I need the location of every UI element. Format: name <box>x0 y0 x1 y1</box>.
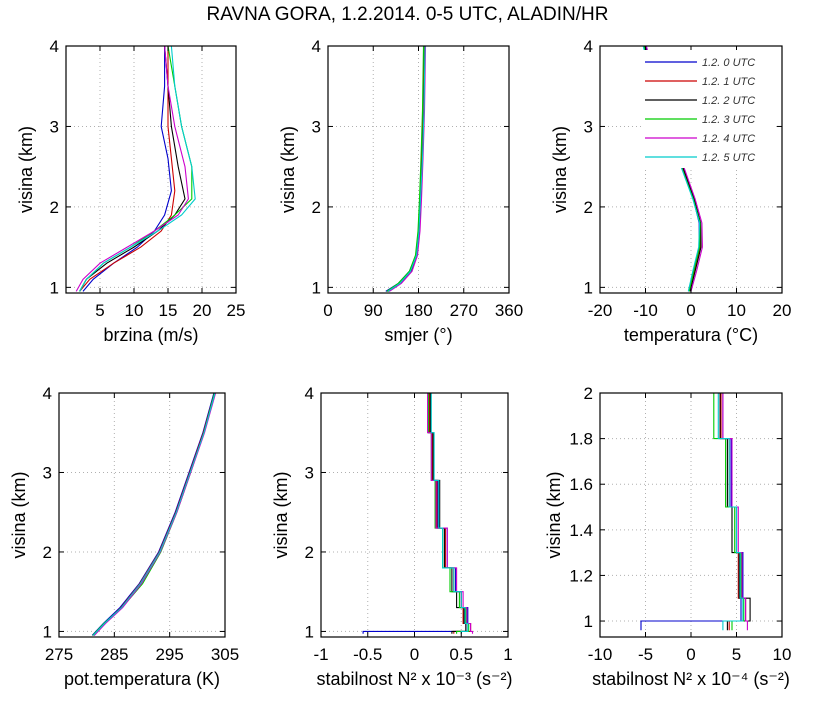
series-line-1-2-5-utc <box>79 45 196 292</box>
x-tick-label: 10 <box>727 301 746 320</box>
y-tick-label: 2 <box>584 384 593 403</box>
x-tick-label: 0 <box>686 301 695 320</box>
x-tick-label: 25 <box>227 301 246 320</box>
x-tick-label: -10 <box>588 645 613 664</box>
y-tick-label: 1 <box>43 622 52 641</box>
plot-area <box>66 46 236 293</box>
x-tick-label: 275 <box>45 645 73 664</box>
panel-1: 5 10 15 20 25 1 2 3 4 visina (km) brzina (m/s) <box>16 37 245 345</box>
y-axis-label: visina (km) <box>278 126 298 213</box>
y-tick-label: 1 <box>305 622 314 641</box>
y-tick-label: 1.2 <box>569 566 593 585</box>
x-tick-label: 5 <box>732 645 741 664</box>
x-axis-label: stabilnost N² x 10⁻³ (s⁻²) <box>316 669 512 689</box>
y-axis-label: visina (km) <box>544 471 564 558</box>
panel-2: 0 90 180 270 360 1 2 3 4 visina (km) smjer (°) <box>278 37 523 345</box>
series-line-1-2-0-utc <box>82 46 172 292</box>
panel-5: -1 -0.5 0 0.5 1 1 2 3 4 visina (km) stabilnost N² … <box>271 384 513 689</box>
y-tick-label: 4 <box>584 37 593 56</box>
x-tick-label: 15 <box>159 301 178 320</box>
y-tick-label: 2 <box>305 543 314 562</box>
x-tick-label: -10 <box>633 301 658 320</box>
y-tick-label: 3 <box>584 117 593 136</box>
y-axis-label: visina (km) <box>271 471 291 558</box>
y-tick-label: 1 <box>584 278 593 297</box>
x-axis-label: pot.temperatura (K) <box>64 669 220 689</box>
y-tick-label: 3 <box>43 463 52 482</box>
y-axis-label: visina (km) <box>550 126 570 213</box>
x-tick-label: 360 <box>495 301 523 320</box>
x-tick-label: -5 <box>638 645 653 664</box>
panel-4: 275 285 295 305 1 2 3 4 visina (km) pot.temperatu… <box>9 384 239 689</box>
axes-frame <box>65 45 237 294</box>
x-tick-label: 20 <box>773 301 792 320</box>
figure-title: RAVNA GORA, 1.2.2014. 0-5 UTC, ALADIN/HR <box>206 4 609 25</box>
x-tick-label: 0 <box>410 645 419 664</box>
y-tick-label: 1.6 <box>569 475 593 494</box>
series-line-1-2-4-utc <box>75 45 189 292</box>
x-axis-label: brzina (m/s) <box>103 325 198 345</box>
x-tick-label: 0 <box>686 645 695 664</box>
x-tick-label: 20 <box>193 301 212 320</box>
series-line-1-2-1-utc <box>79 46 176 292</box>
x-tick-label: 10 <box>773 645 792 664</box>
legend-label: 1.2. 0 UTC <box>702 57 755 69</box>
x-tick-label: 1 <box>503 645 512 664</box>
series-line-1-2-5-utc <box>717 393 744 631</box>
y-tick-label: 3 <box>312 117 321 136</box>
x-tick-label: 5 <box>95 301 104 320</box>
series-line-1-2-5-utc <box>92 392 216 636</box>
x-tick-label: -1 <box>313 645 328 664</box>
x-tick-label: -0.5 <box>353 645 382 664</box>
legend-box <box>642 50 775 168</box>
x-tick-label: 285 <box>100 645 128 664</box>
x-tick-label: -20 <box>588 301 613 320</box>
y-tick-label: 4 <box>43 384 52 403</box>
x-tick-label: 180 <box>404 301 432 320</box>
y-tick-label: 4 <box>305 384 314 403</box>
legend-label: 1.2. 3 UTC <box>702 114 755 126</box>
y-tick-label: 4 <box>312 37 321 56</box>
series-line-1-2-5-utc <box>387 45 426 292</box>
y-tick-label: 1 <box>584 612 593 631</box>
y-tick-label: 1 <box>312 278 321 297</box>
x-tick-label: 295 <box>155 645 183 664</box>
x-tick-label: 270 <box>450 301 478 320</box>
y-axis-label: visina (km) <box>9 471 29 558</box>
y-tick-label: 1 <box>50 278 59 297</box>
legend-label: 1.2. 5 UTC <box>702 152 755 164</box>
y-tick-label: 2 <box>50 198 59 217</box>
y-axis-label: visina (km) <box>16 126 36 213</box>
series-line-1-2-3-utc <box>386 45 425 292</box>
x-tick-label: 0.5 <box>449 645 473 664</box>
legend-label: 1.2. 1 UTC <box>702 76 755 88</box>
legend-label: 1.2. 4 UTC <box>702 133 755 145</box>
x-tick-label: 305 <box>211 645 239 664</box>
x-axis-label: smjer (°) <box>384 325 452 345</box>
legend-label: 1.2. 2 UTC <box>702 95 755 107</box>
plot-area <box>328 46 509 293</box>
y-tick-label: 2 <box>312 198 321 217</box>
y-tick-label: 1.4 <box>569 521 593 540</box>
plot-area <box>59 393 225 637</box>
y-tick-label: 2 <box>584 198 593 217</box>
y-tick-label: 3 <box>305 463 314 482</box>
y-tick-label: 4 <box>50 37 59 56</box>
x-axis-label: stabilnost N² x 10⁻⁴ (s⁻²) <box>592 669 790 689</box>
x-axis-label: temperatura (°C) <box>624 325 758 345</box>
y-tick-label: 1.8 <box>569 430 593 449</box>
panel-6: -10 -5 0 5 10 1 1.2 1.4 1.6 1.8 2 visina (km) stabil… <box>544 384 791 689</box>
x-tick-label: 90 <box>364 301 383 320</box>
x-tick-label: 0 <box>323 301 332 320</box>
y-tick-label: 2 <box>43 543 52 562</box>
axes-frame <box>58 392 226 638</box>
y-tick-label: 3 <box>50 117 59 136</box>
x-tick-label: 10 <box>125 301 144 320</box>
series-line-1-2-5-utc <box>427 392 469 634</box>
legend: 1.2. 0 UTC 1.2. 1 UTC 1.2. 2 UTC 1.2. 3 UTC… <box>642 50 775 168</box>
